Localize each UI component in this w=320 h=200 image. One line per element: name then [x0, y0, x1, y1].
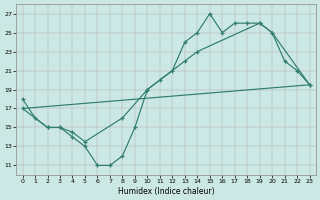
X-axis label: Humidex (Indice chaleur): Humidex (Indice chaleur) — [118, 187, 214, 196]
